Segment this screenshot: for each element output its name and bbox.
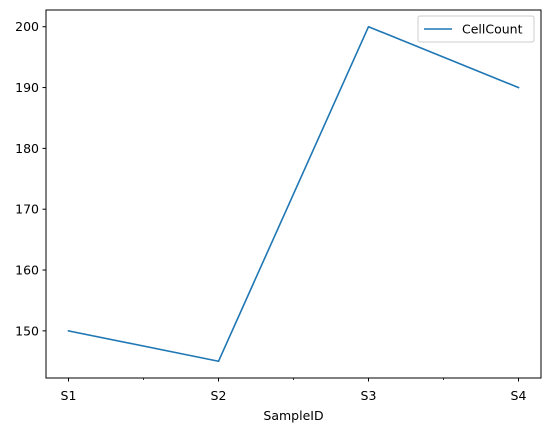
x-tick-label: S1: [61, 388, 77, 403]
series-layer: [67, 25, 520, 363]
legend-box: [417, 15, 535, 43]
x-axis: S1 S2 S3 S4: [61, 378, 527, 403]
x-tick-label: S3: [361, 388, 377, 403]
y-tick-label: 180: [15, 141, 39, 156]
y-axis: 150 160 170 180 190 200: [15, 19, 46, 338]
x-tick-label: S4: [511, 388, 527, 403]
y-tick-label: 200: [15, 19, 39, 34]
y-tick-label: 190: [15, 80, 39, 95]
legend: CellCount: [417, 15, 535, 43]
series-line-cellcount: [67, 25, 520, 363]
x-tick-label: S2: [211, 388, 227, 403]
x-axis-label: SampleID: [263, 408, 323, 423]
y-tick-label: 160: [15, 263, 39, 278]
legend-label: CellCount: [462, 22, 523, 37]
y-tick-label: 170: [15, 202, 39, 217]
y-tick-label: 150: [15, 323, 39, 338]
